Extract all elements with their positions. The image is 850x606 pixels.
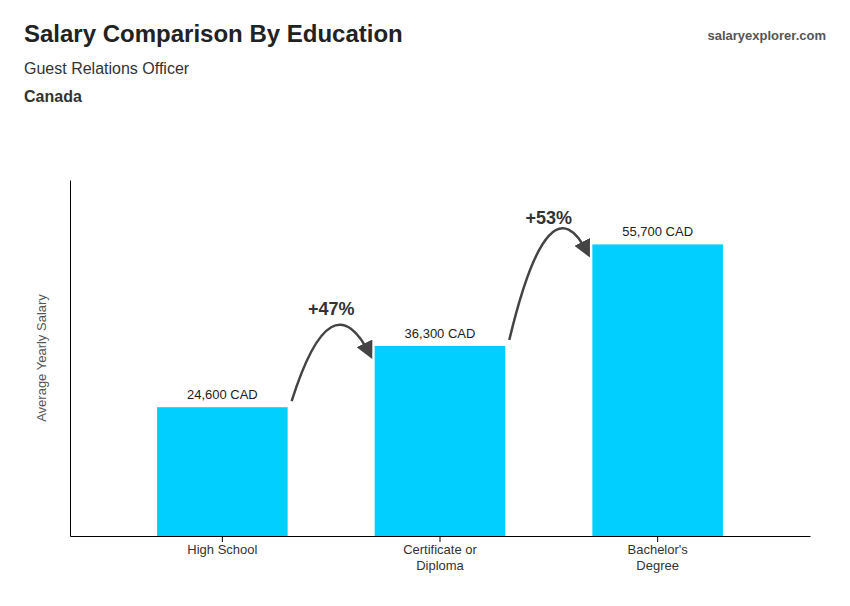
x-tick: Bachelor'sDegree (627, 536, 688, 573)
chart: Salary Comparison By Education Guest Rela… (0, 0, 850, 606)
x-tick-label-line: Degree (636, 558, 679, 573)
data-labels: 24,600 CAD 36,300 CAD 55,700 CAD (187, 224, 693, 402)
x-tick-mark (657, 536, 658, 542)
x-tick-label-line: Certificate or (403, 542, 477, 557)
data-label: 55,700 CAD (622, 224, 693, 239)
y-axis-line (70, 181, 71, 537)
x-tick-label-line: Bachelor's (627, 542, 688, 557)
annotation: Canada (24, 88, 82, 105)
x-tick: High School (187, 536, 257, 557)
bar (375, 346, 506, 536)
change-label: +53% (526, 208, 573, 228)
x-tick-label: Bachelor'sDegree (627, 542, 688, 573)
change-arrow (292, 325, 371, 401)
x-tick-label: Certificate orDiploma (403, 542, 477, 573)
subtitle: Guest Relations Officer (24, 60, 190, 77)
change-arrows: +47% +53% (292, 208, 589, 401)
x-tick: Certificate orDiploma (403, 536, 477, 573)
annotation: salaryexplorer.com (707, 28, 826, 43)
x-tick-label: High School (187, 542, 257, 557)
x-tick-mark (222, 536, 223, 542)
bars (157, 244, 723, 536)
y-axis-title: Average Yearly Salary (34, 294, 49, 422)
y-axis (70, 181, 71, 537)
data-label: 36,300 CAD (405, 326, 476, 341)
x-tick-label-line: Diploma (416, 558, 464, 573)
x-axis: High School Certificate orDiploma Bachelor… (71, 536, 811, 573)
plot: High School Certificate orDiploma Bachelor… (71, 181, 811, 573)
bar (157, 407, 288, 536)
data-label: 24,600 CAD (187, 387, 258, 402)
x-tick-mark (440, 536, 441, 542)
change-label: +47% (308, 299, 355, 319)
x-tick-label-line: High School (187, 542, 257, 557)
bar (592, 244, 723, 536)
change-arrow (509, 228, 588, 340)
title: Salary Comparison By Education (24, 20, 403, 47)
